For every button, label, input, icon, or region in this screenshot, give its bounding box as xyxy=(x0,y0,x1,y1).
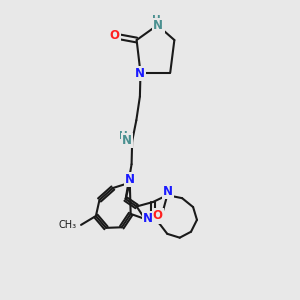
Text: N: N xyxy=(135,67,145,80)
Text: N: N xyxy=(163,185,173,198)
Text: O: O xyxy=(153,209,163,223)
Text: N: N xyxy=(153,19,163,32)
Text: H: H xyxy=(152,15,160,25)
Text: CH₃: CH₃ xyxy=(59,220,77,230)
Text: H: H xyxy=(119,131,128,141)
Text: N: N xyxy=(125,173,135,186)
Text: N: N xyxy=(143,212,153,226)
Text: N: N xyxy=(122,134,132,147)
Text: O: O xyxy=(109,29,119,42)
